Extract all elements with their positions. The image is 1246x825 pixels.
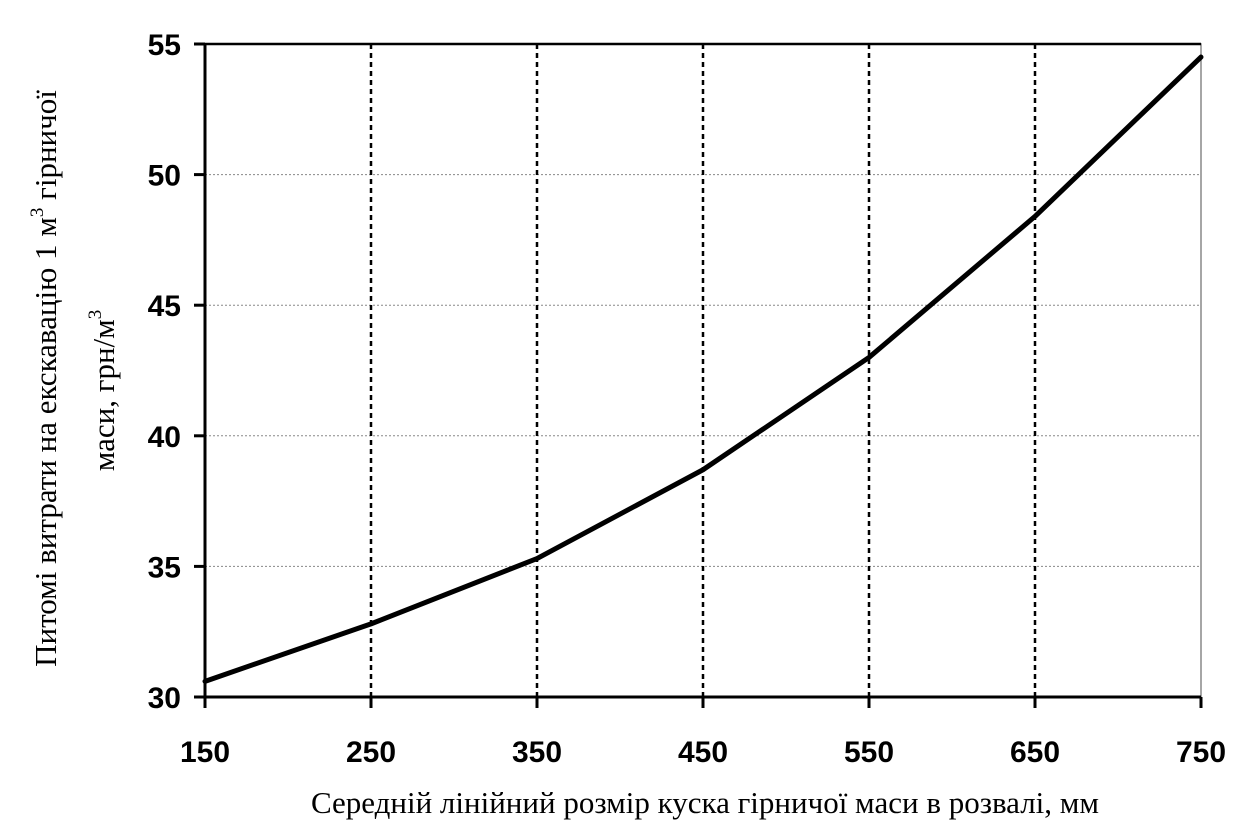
y-axis-title-line2-sup: 3 — [85, 310, 106, 320]
grid-layer — [205, 44, 1201, 697]
y-axis-title-line1-sup: 3 — [27, 208, 48, 218]
series-line — [202, 54, 1204, 684]
x-tick-label: 650 — [1010, 736, 1060, 769]
series-layer — [202, 54, 1204, 684]
x-tick-label: 250 — [346, 736, 396, 769]
y-tick-label: 35 — [148, 551, 181, 584]
x-tick-labels: 150 250 350 450 550 650 750 — [180, 736, 1226, 769]
x-tick-label: 350 — [512, 736, 562, 769]
y-axis-title-line1-main: Питомі витрати на екскавацію 1 м — [28, 217, 63, 667]
x-tick-label: 550 — [844, 736, 894, 769]
y-axis-title-line1-tail: гірничої — [28, 90, 63, 208]
x-tick-label: 150 — [180, 736, 230, 769]
x-axis-title: Середній лінійний розмір куска гірничої … — [311, 785, 1099, 820]
y-axis-title-line1: Питомі витрати на екскавацію 1 м3 гірнич… — [27, 90, 63, 667]
y-tick-label: 50 — [148, 160, 181, 193]
y-axis-title-line2: маси, грн/м3 — [85, 310, 121, 472]
y-tick-label: 55 — [148, 29, 181, 62]
axes-layer — [194, 42, 1203, 708]
x-tick-label: 450 — [678, 736, 728, 769]
y-tick-label: 45 — [148, 290, 181, 323]
x-tick-label: 750 — [1176, 736, 1226, 769]
y-axis-title-line2-main: маси, грн/м — [86, 319, 121, 471]
y-tick-label: 30 — [148, 682, 181, 715]
y-tick-label: 40 — [148, 421, 181, 454]
y-tick-labels: 30 35 40 45 50 55 — [148, 29, 181, 715]
